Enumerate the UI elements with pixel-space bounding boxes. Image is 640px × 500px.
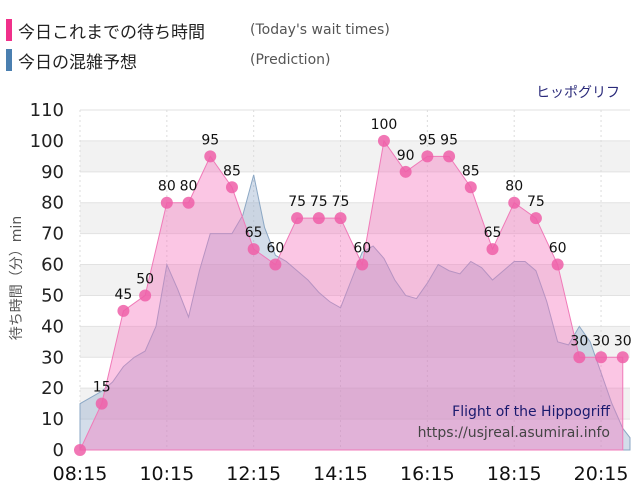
x-tick-label: 14:15: [313, 463, 368, 485]
plot-band: [80, 295, 630, 327]
today-point: [464, 181, 477, 194]
legend-prediction-label: 今日の混雑予想: [18, 52, 137, 73]
y-tick-label: 50: [41, 285, 64, 306]
x-tick-label: 18:15: [487, 463, 542, 485]
point-label: 60: [266, 241, 284, 257]
legend-prediction-sub: (Prediction): [250, 52, 331, 68]
point-label: 30: [570, 333, 588, 349]
x-tick-label: 08:15: [53, 463, 108, 485]
today-point: [160, 196, 173, 209]
today-point: [529, 212, 542, 225]
y-tick-label: 10: [41, 409, 64, 430]
point-label: 15: [93, 380, 111, 396]
today-point: [247, 243, 260, 256]
point-label: 65: [245, 225, 263, 241]
plot-band: [80, 110, 630, 141]
point-label: 95: [440, 132, 458, 148]
y-tick-label: 70: [41, 224, 64, 245]
y-tick-label: 60: [41, 255, 64, 276]
y-tick-label: 20: [41, 378, 64, 399]
point-label: 90: [397, 148, 415, 164]
today-point: [573, 351, 586, 364]
legend-prediction: 今日の混雑予想 (Prediction): [6, 46, 330, 74]
point-label: 75: [310, 194, 328, 210]
y-tick-label: 100: [30, 131, 64, 152]
today-point: [204, 150, 217, 163]
watermark-url: https://usjreal.asumirai.info: [418, 425, 610, 441]
point-label: 60: [549, 241, 567, 257]
point-label: 100: [371, 117, 398, 133]
point-label: 85: [223, 163, 241, 179]
point-label: 75: [332, 194, 350, 210]
legend-today-swatch: [6, 19, 12, 41]
x-tick-label: 12:15: [226, 463, 281, 485]
today-point: [508, 196, 521, 209]
today-point: [443, 150, 456, 163]
today-point: [356, 258, 369, 271]
plot-background-bands: [80, 110, 630, 450]
today-point: [95, 397, 108, 410]
today-point: [377, 134, 390, 147]
today-point: [312, 212, 325, 225]
legend-today-label: 今日これまでの待ち時間: [18, 22, 205, 43]
point-label: 30: [592, 333, 610, 349]
point-label: 95: [418, 132, 436, 148]
today-point: [616, 351, 629, 364]
today-point: [182, 196, 195, 209]
point-label: 65: [484, 225, 502, 241]
point-label: 60: [353, 241, 371, 257]
y-tick-label: 110: [30, 100, 64, 121]
legend-prediction-swatch: [6, 49, 12, 71]
point-label: 85: [462, 163, 480, 179]
legend-today-sub: (Today's wait times): [250, 22, 390, 38]
today-point: [421, 150, 434, 163]
today-point: [74, 444, 86, 456]
y-tick-label: 0: [53, 440, 64, 461]
plot-band: [80, 140, 630, 172]
point-label: 80: [180, 179, 198, 195]
today-point: [139, 289, 152, 302]
x-tick-label: 20:15: [574, 463, 629, 485]
point-label: 45: [115, 287, 133, 303]
y-tick-label: 80: [41, 193, 64, 214]
point-label: 50: [136, 271, 154, 287]
legend-today: 今日これまでの待ち時間 (Today's wait times): [6, 16, 390, 44]
plot-band: [80, 326, 630, 358]
today-point: [291, 212, 304, 225]
watermark-title: Flight of the Hippogriff: [452, 404, 610, 420]
today-area: [79, 139, 624, 451]
plot-band: [80, 419, 630, 450]
y-axis: 0 10 20 30 40 50 60 70 80 90 100 110: [30, 100, 64, 461]
attraction-name: ヒッポグリフ: [536, 85, 620, 101]
y-tick-label: 40: [41, 316, 64, 337]
today-point: [486, 243, 499, 256]
x-axis: 08:15 10:15 12:15 14:15 16:15 18:15 20:15: [53, 463, 629, 485]
x-tick-label: 10:15: [139, 463, 194, 485]
y-tick-label: 30: [41, 347, 64, 368]
today-point: [551, 258, 564, 271]
point-label: 80: [158, 179, 176, 195]
y-axis-label: 待ち時間（分）min: [9, 216, 25, 340]
y-tick-label: 90: [41, 162, 64, 183]
today-points: [74, 134, 629, 456]
plot-band: [80, 388, 630, 420]
prediction-area: [79, 174, 631, 451]
point-label: 30: [614, 333, 632, 349]
point-label: 75: [288, 194, 306, 210]
point-label: 95: [201, 132, 219, 148]
today-point: [225, 181, 238, 194]
point-label: 75: [527, 194, 545, 210]
point-label: 80: [505, 179, 523, 195]
today-point: [334, 212, 347, 225]
x-tick-label: 16:15: [400, 463, 455, 485]
plot-band: [80, 171, 630, 203]
today-point: [117, 304, 130, 317]
plot-band: [80, 357, 630, 389]
today-point: [595, 351, 608, 364]
today-point: [269, 258, 282, 271]
today-point: [399, 165, 412, 178]
